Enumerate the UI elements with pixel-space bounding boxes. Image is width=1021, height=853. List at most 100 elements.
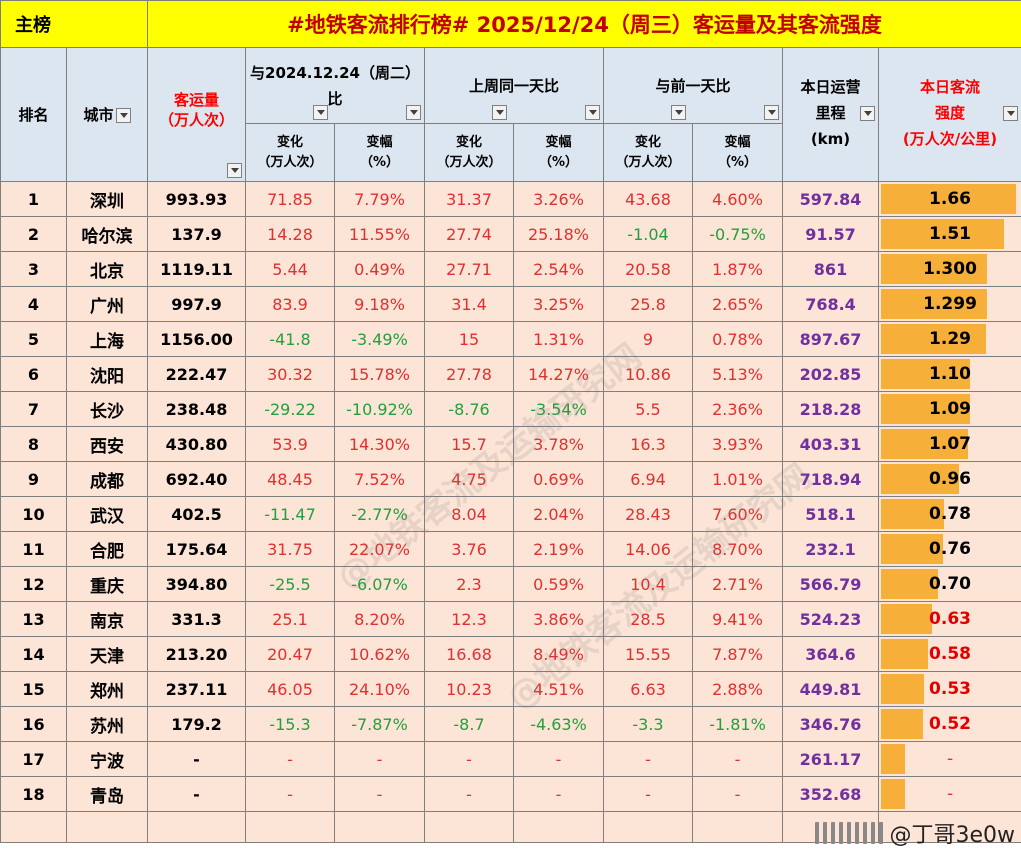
cell-city[interactable]: 合肥 <box>66 531 148 567</box>
cell-yoy-pct[interactable]: - <box>334 741 425 777</box>
filter-dropdown-icon[interactable] <box>585 105 600 120</box>
cell-yoy-change[interactable]: 31.75 <box>245 531 335 567</box>
cell-city[interactable]: 长沙 <box>66 391 148 427</box>
cell-mileage[interactable]: 364.6 <box>782 636 879 672</box>
cell-yoy-change[interactable]: 30.32 <box>245 356 335 392</box>
cell-yoy-pct[interactable]: 7.79% <box>334 181 425 217</box>
cell-dod-pct[interactable]: 3.93% <box>692 426 783 462</box>
cell-yoy-change[interactable]: 53.9 <box>245 426 335 462</box>
filter-dropdown-icon[interactable] <box>671 105 686 120</box>
cell-yoy-pct[interactable]: -7.87% <box>334 706 425 742</box>
cell-intensity[interactable]: 0.53 <box>877 671 1021 707</box>
cell-rank[interactable]: 16 <box>0 706 67 742</box>
cell-yoy-pct[interactable]: -2.77% <box>334 496 425 532</box>
cell-yoy-change[interactable]: 25.1 <box>245 601 335 637</box>
cell-volume[interactable]: 137.9 <box>147 216 246 252</box>
filter-dropdown-icon[interactable] <box>492 105 507 120</box>
cell-yoy-change[interactable]: - <box>245 741 335 777</box>
cell-dod-change[interactable]: -1.04 <box>603 216 693 252</box>
cell-city[interactable]: 哈尔滨 <box>66 216 148 252</box>
cell-dod-change[interactable]: - <box>603 741 693 777</box>
cell-dod-pct[interactable]: 4.60% <box>692 181 783 217</box>
cell-volume[interactable]: - <box>147 741 246 777</box>
cell-city[interactable]: 上海 <box>66 321 148 357</box>
cell-intensity[interactable]: 0.70 <box>877 566 1021 602</box>
cell-city[interactable]: 南京 <box>66 601 148 637</box>
cell-volume[interactable]: 213.20 <box>147 636 246 672</box>
cell-wow-change[interactable]: 31.4 <box>424 286 514 322</box>
cell-wow-change[interactable]: 2.3 <box>424 566 514 602</box>
cell-wow-change[interactable]: 27.71 <box>424 251 514 287</box>
cell-volume[interactable]: 179.2 <box>147 706 246 742</box>
cell-yoy-change[interactable]: 5.44 <box>245 251 335 287</box>
cell-yoy-change[interactable]: 83.9 <box>245 286 335 322</box>
cell-dod-pct[interactable]: 8.70% <box>692 531 783 567</box>
cell-wow-pct[interactable]: -3.54% <box>513 391 604 427</box>
cell-wow-change[interactable]: -8.7 <box>424 706 514 742</box>
cell-intensity[interactable]: 1.300 <box>877 251 1021 287</box>
empty-cell[interactable] <box>513 811 604 843</box>
cell-wow-pct[interactable]: 0.59% <box>513 566 604 602</box>
cell-yoy-change[interactable]: -11.47 <box>245 496 335 532</box>
cell-mileage[interactable]: 352.68 <box>782 776 879 812</box>
cell-dod-pct[interactable]: 2.36% <box>692 391 783 427</box>
cell-intensity[interactable]: 1.66 <box>877 181 1021 217</box>
cell-wow-pct[interactable]: 8.49% <box>513 636 604 672</box>
cell-wow-pct[interactable]: 2.04% <box>513 496 604 532</box>
cell-rank[interactable]: 5 <box>0 321 67 357</box>
cell-city[interactable]: 重庆 <box>66 566 148 602</box>
cell-wow-change[interactable]: 12.3 <box>424 601 514 637</box>
cell-wow-change[interactable]: - <box>424 776 514 812</box>
cell-volume[interactable]: 402.5 <box>147 496 246 532</box>
cell-intensity[interactable]: 1.10 <box>877 356 1021 392</box>
empty-cell[interactable] <box>692 811 783 843</box>
cell-yoy-change[interactable]: -25.5 <box>245 566 335 602</box>
cell-volume[interactable]: - <box>147 776 246 812</box>
filter-dropdown-icon[interactable] <box>860 106 875 121</box>
cell-dod-pct[interactable]: 7.60% <box>692 496 783 532</box>
cell-wow-change[interactable]: 15 <box>424 321 514 357</box>
cell-dod-change[interactable]: 43.68 <box>603 181 693 217</box>
cell-rank[interactable]: 8 <box>0 426 67 462</box>
cell-rank[interactable]: 14 <box>0 636 67 672</box>
cell-volume[interactable]: 1119.11 <box>147 251 246 287</box>
cell-wow-pct[interactable]: 2.54% <box>513 251 604 287</box>
cell-intensity[interactable]: 1.299 <box>877 286 1021 322</box>
cell-intensity[interactable]: 1.29 <box>877 321 1021 357</box>
cell-yoy-pct[interactable]: -10.92% <box>334 391 425 427</box>
cell-volume[interactable]: 430.80 <box>147 426 246 462</box>
cell-dod-change[interactable]: 6.94 <box>603 461 693 497</box>
empty-cell[interactable] <box>334 811 425 843</box>
cell-wow-pct[interactable]: 3.86% <box>513 601 604 637</box>
cell-mileage[interactable]: 449.81 <box>782 671 879 707</box>
cell-wow-pct[interactable]: 0.69% <box>513 461 604 497</box>
cell-wow-change[interactable]: 27.74 <box>424 216 514 252</box>
cell-city[interactable]: 成都 <box>66 461 148 497</box>
cell-mileage[interactable]: 261.17 <box>782 741 879 777</box>
cell-city[interactable]: 北京 <box>66 251 148 287</box>
cell-mileage[interactable]: 346.76 <box>782 706 879 742</box>
cell-dod-pct[interactable]: -0.75% <box>692 216 783 252</box>
cell-yoy-change[interactable]: 48.45 <box>245 461 335 497</box>
cell-dod-change[interactable]: -3.3 <box>603 706 693 742</box>
cell-yoy-pct[interactable]: 24.10% <box>334 671 425 707</box>
cell-volume[interactable]: 238.48 <box>147 391 246 427</box>
cell-city[interactable]: 武汉 <box>66 496 148 532</box>
cell-rank[interactable]: 11 <box>0 531 67 567</box>
cell-city[interactable]: 深圳 <box>66 181 148 217</box>
cell-intensity[interactable]: 0.52 <box>877 706 1021 742</box>
cell-dod-change[interactable]: - <box>603 776 693 812</box>
cell-intensity[interactable]: 1.51 <box>877 216 1021 252</box>
cell-intensity[interactable]: 0.78 <box>877 496 1021 532</box>
empty-cell[interactable] <box>245 811 335 843</box>
cell-volume[interactable]: 222.47 <box>147 356 246 392</box>
cell-dod-pct[interactable]: 2.71% <box>692 566 783 602</box>
cell-yoy-change[interactable]: 20.47 <box>245 636 335 672</box>
cell-city[interactable]: 苏州 <box>66 706 148 742</box>
cell-wow-pct[interactable]: 3.25% <box>513 286 604 322</box>
cell-yoy-change[interactable]: - <box>245 776 335 812</box>
cell-yoy-pct[interactable]: 22.07% <box>334 531 425 567</box>
cell-yoy-pct[interactable]: 11.55% <box>334 216 425 252</box>
cell-dod-pct[interactable]: 1.01% <box>692 461 783 497</box>
cell-rank[interactable]: 4 <box>0 286 67 322</box>
